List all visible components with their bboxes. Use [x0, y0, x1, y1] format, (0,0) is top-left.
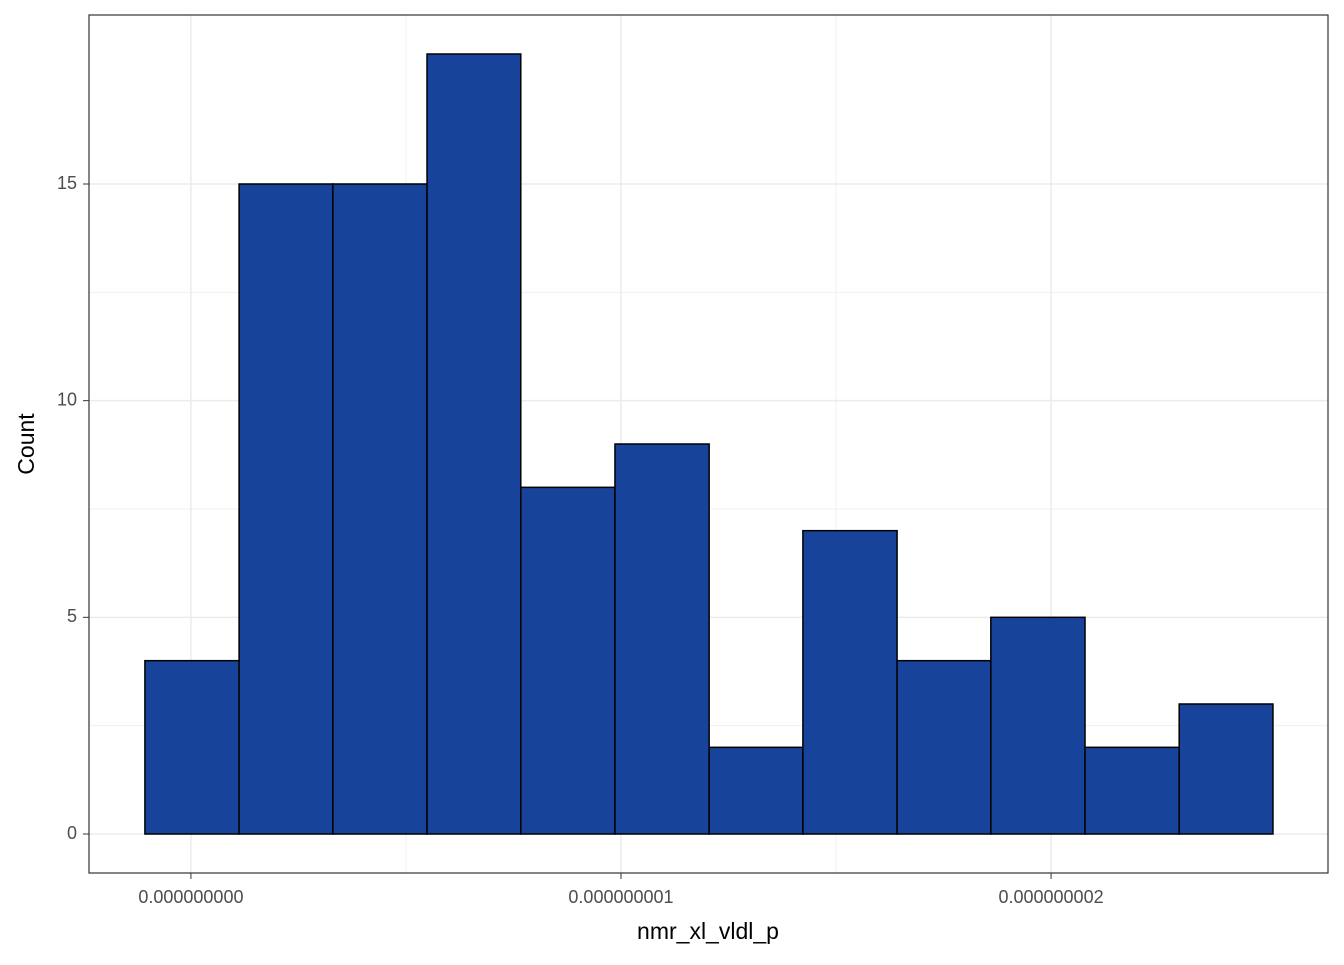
bar [614, 443, 710, 835]
bar [332, 183, 428, 835]
x-tick-label: 0.000000002 [998, 887, 1103, 907]
bar [708, 746, 804, 835]
bar [1178, 703, 1274, 835]
bar [896, 659, 992, 835]
y-tick-label: 0 [67, 823, 77, 843]
bar [1084, 746, 1180, 835]
x-tick-label: 0.000000001 [568, 887, 673, 907]
y-axis-label: Count [13, 413, 39, 475]
x-axis-label: nmr_xl_vldl_p [637, 918, 779, 944]
y-tick-label: 5 [67, 606, 77, 626]
bar [990, 616, 1086, 835]
bars [144, 53, 1274, 835]
y-tick-label: 15 [57, 173, 77, 193]
bar [144, 659, 240, 835]
y-tick-label: 10 [57, 389, 77, 409]
bar [238, 183, 334, 835]
bar [426, 53, 522, 835]
panel-border [88, 14, 1329, 874]
x-tick-label: 0.000000000 [138, 887, 243, 907]
bar [520, 486, 616, 835]
bar [802, 529, 898, 835]
